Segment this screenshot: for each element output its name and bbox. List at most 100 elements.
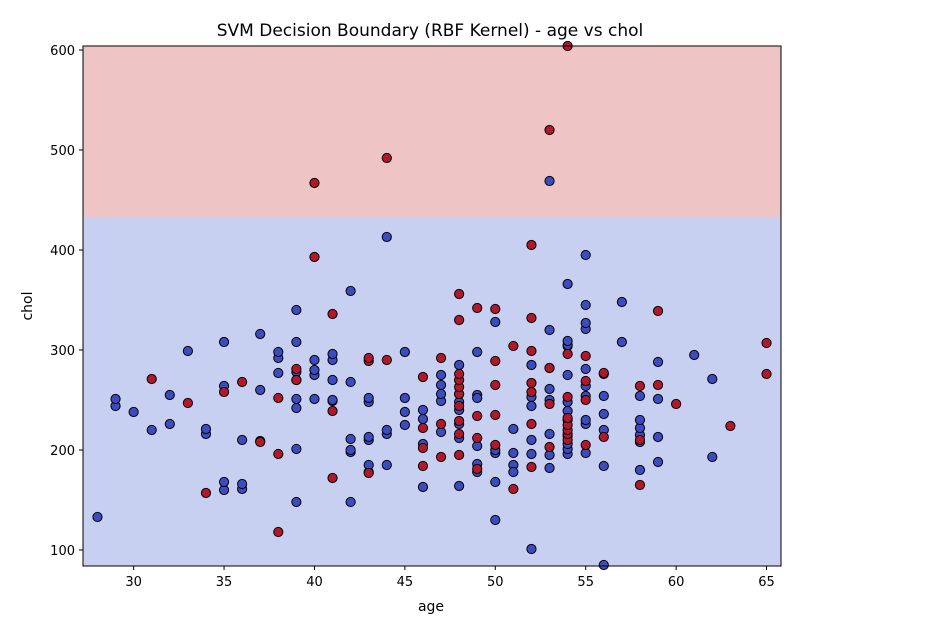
- data-point-class-1: [526, 386, 537, 398]
- x-tick-label: 60: [668, 575, 685, 590]
- data-point-class-0: [580, 317, 591, 329]
- data-point-class-0: [273, 367, 284, 379]
- data-point-class-1: [454, 314, 465, 326]
- y-tick-label: 600: [50, 44, 75, 59]
- data-point-class-0: [291, 496, 302, 508]
- data-point-class-1: [273, 526, 284, 538]
- data-point-class-0: [110, 393, 121, 405]
- data-point-class-1: [634, 479, 646, 491]
- data-point-class-1: [580, 394, 591, 406]
- data-point-class-1: [526, 312, 537, 324]
- data-point-class-1: [634, 380, 646, 392]
- data-point-class-0: [218, 336, 230, 348]
- data-point-class-0: [435, 379, 447, 391]
- data-point-class-1: [490, 439, 501, 451]
- data-point-class-0: [598, 559, 609, 571]
- data-point-class-0: [508, 466, 519, 478]
- data-point-class-0: [544, 462, 555, 474]
- data-point-class-0: [652, 431, 664, 443]
- data-point-class-1: [454, 428, 465, 440]
- data-point-class-0: [417, 413, 429, 425]
- data-point-class-1: [526, 461, 537, 473]
- data-point-class-0: [291, 393, 302, 405]
- data-point-class-0: [146, 424, 157, 436]
- x-tick-label: 45: [397, 575, 414, 590]
- data-point-class-0: [417, 481, 429, 493]
- data-point-class-1: [761, 368, 772, 380]
- data-point-class-1: [544, 362, 555, 374]
- x-tick-label: 40: [306, 575, 323, 590]
- data-point-class-0: [309, 393, 320, 405]
- x-axis-label: age: [418, 599, 444, 615]
- data-point-class-0: [544, 175, 555, 187]
- data-point-class-0: [291, 336, 302, 348]
- data-point-class-1: [761, 337, 772, 349]
- data-point-class-1: [182, 397, 193, 409]
- data-point-class-0: [490, 514, 501, 526]
- data-point-class-0: [417, 404, 429, 416]
- data-point-class-1: [309, 177, 320, 189]
- data-point-class-0: [562, 278, 573, 290]
- data-point-class-0: [580, 249, 591, 261]
- data-point-class-1: [454, 415, 465, 427]
- data-point-class-0: [164, 389, 175, 401]
- data-point-class-1: [490, 355, 501, 367]
- data-point-class-0: [472, 392, 483, 404]
- data-point-class-0: [616, 296, 627, 308]
- data-point-class-1: [146, 373, 157, 385]
- x-axis-ticks: 30 35 40 45 50 55 60 65: [125, 566, 775, 590]
- data-point-class-1: [237, 376, 248, 388]
- data-point-class-0: [363, 431, 374, 443]
- data-point-class-1: [544, 398, 555, 410]
- x-tick-label: 50: [487, 575, 504, 590]
- data-point-class-0: [454, 359, 465, 371]
- data-point-class-0: [128, 406, 139, 418]
- y-tick-label: 100: [50, 544, 75, 559]
- data-point-class-0: [327, 394, 338, 406]
- data-point-class-1: [562, 391, 573, 403]
- data-point-class-1: [580, 375, 591, 387]
- x-tick-label: 55: [577, 575, 594, 590]
- data-point-class-0: [598, 390, 609, 402]
- data-point-class-0: [544, 383, 555, 395]
- data-point-class-1: [454, 368, 465, 380]
- data-point-class-0: [345, 444, 356, 456]
- plot-frame: [82, 45, 782, 567]
- data-point-class-0: [291, 443, 302, 455]
- data-point-class-1: [435, 418, 447, 430]
- data-point-class-1: [652, 379, 664, 391]
- data-point-class-0: [200, 423, 212, 435]
- data-point-class-0: [237, 434, 248, 446]
- data-point-class-1: [526, 345, 537, 357]
- data-point-class-0: [435, 369, 447, 381]
- x-tick-label: 35: [216, 575, 233, 590]
- data-point-class-1: [508, 340, 519, 352]
- data-point-class-0: [544, 324, 555, 336]
- data-point-class-1: [435, 352, 447, 364]
- data-point-class-1: [472, 302, 483, 314]
- data-point-class-0: [508, 447, 519, 459]
- decision-regions: [83, 46, 781, 566]
- data-point-class-1: [490, 303, 501, 315]
- data-point-class-0: [652, 456, 664, 468]
- data-point-class-1: [580, 350, 591, 362]
- data-point-class-0: [92, 511, 103, 523]
- data-point-class-0: [580, 299, 591, 311]
- data-point-class-1: [454, 288, 465, 300]
- data-point-class-0: [291, 304, 302, 316]
- data-point-class-1: [598, 367, 609, 379]
- data-point-class-1: [381, 354, 392, 366]
- data-point-class-1: [291, 374, 302, 386]
- decision-region-class-1: [83, 46, 781, 217]
- data-point-class-1: [562, 348, 573, 360]
- data-point-class-0: [399, 406, 410, 418]
- data-point-class-0: [454, 480, 465, 492]
- data-point-class-1: [472, 432, 483, 444]
- data-point-class-1: [273, 448, 284, 460]
- data-point-class-1: [634, 434, 646, 446]
- data-point-class-0: [273, 346, 284, 358]
- data-point-class-1: [363, 352, 374, 364]
- data-point-class-0: [616, 336, 627, 348]
- data-point-class-0: [580, 414, 591, 426]
- data-points: [92, 40, 772, 571]
